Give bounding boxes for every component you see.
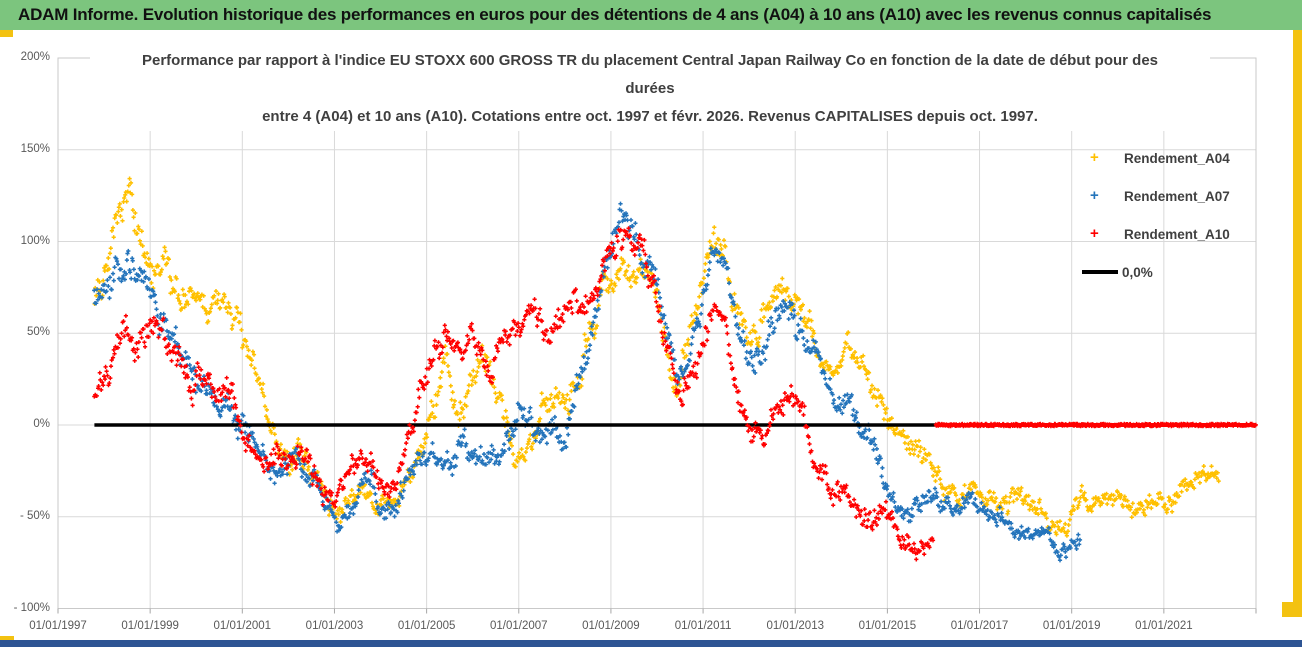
x-axis-label: 01/01/2005	[397, 619, 456, 632]
series-rendement_a07[interactable]	[92, 201, 1083, 563]
y-axis-label: - 50%	[19, 509, 50, 522]
legend-label: Rendement_A07	[1124, 188, 1230, 204]
x-axis-label: 01/01/2013	[766, 619, 824, 632]
x-axis-ticks	[57, 608, 1257, 614]
legend-label: Rendement_A10	[1124, 226, 1230, 242]
performance-chart[interactable]: 200% 150% 100% 50% 0% - 50% - 100% 01/01/1997 0…	[0, 30, 1293, 640]
y-axis-label: 150%	[20, 142, 50, 155]
chart-title[interactable]: Performance par rapport à l'indice EU ST…	[90, 47, 1210, 131]
x-axis-label: 01/01/2011	[674, 619, 732, 632]
y-axis-label: 50%	[26, 326, 50, 339]
y-axis-label: 200%	[20, 51, 50, 63]
series-rendement_a10[interactable]	[92, 226, 936, 562]
x-axis-label: 01/01/2021	[1135, 619, 1193, 632]
chart-title-line-3: entre 4 (A04) et 10 ans (A10). Cotations…	[262, 108, 1038, 125]
y-axis-label: 0%	[33, 418, 50, 430]
bottom-blue-bar	[0, 640, 1302, 647]
x-axis-label: 01/01/1997	[29, 619, 87, 632]
plot-area[interactable]	[0, 30, 1293, 640]
legend-item-zero-line[interactable]: 0,0%	[1082, 261, 1153, 283]
report-header-cell[interactable]: ADAM Informe. Evolution historique des p…	[0, 0, 1302, 30]
y-axis-label: - 100%	[13, 601, 50, 614]
plus-marker-icon: +	[1090, 225, 1099, 242]
x-axis-label: 01/01/2009	[582, 619, 640, 632]
x-axis-label: 01/01/2003	[305, 619, 364, 632]
x-axis-label: 01/01/2017	[950, 619, 1009, 632]
x-axis-label: 01/01/1999	[121, 619, 179, 632]
y-axis-label: 100%	[20, 234, 50, 247]
legend-item-rendement-a07[interactable]: + Rendement_A07	[1082, 185, 1230, 207]
plus-marker-icon: +	[1090, 149, 1099, 166]
x-axis-label: 01/01/2019	[1042, 619, 1101, 632]
gold-accent-bottom-right	[1282, 602, 1302, 617]
x-axis-label: 01/01/2007	[489, 619, 548, 632]
legend-label: 0,0%	[1122, 264, 1153, 280]
chart-title-line-2: durées	[625, 80, 675, 97]
series-rendement_a10-flat-markers	[933, 421, 1258, 429]
gold-accent-top-left	[0, 30, 13, 37]
gold-accent-right-edge	[1293, 30, 1302, 605]
plus-marker-icon: +	[1090, 187, 1099, 204]
series-rendement_a04[interactable]	[92, 176, 1221, 538]
report-title: ADAM Informe. Evolution historique des p…	[18, 5, 1212, 24]
legend-item-rendement-a04[interactable]: + Rendement_A04	[1082, 147, 1230, 169]
legend-label: Rendement_A04	[1124, 150, 1230, 166]
chart-title-line-1: Performance par rapport à l'indice EU ST…	[141, 52, 1159, 69]
gridlines	[58, 58, 1256, 609]
legend-item-rendement-a10[interactable]: + Rendement_A10	[1082, 223, 1230, 245]
x-axis-label: 01/01/2015	[858, 619, 917, 632]
x-axis-label: 01/01/2001	[213, 619, 272, 632]
zero-line-marker-icon	[1082, 270, 1118, 274]
